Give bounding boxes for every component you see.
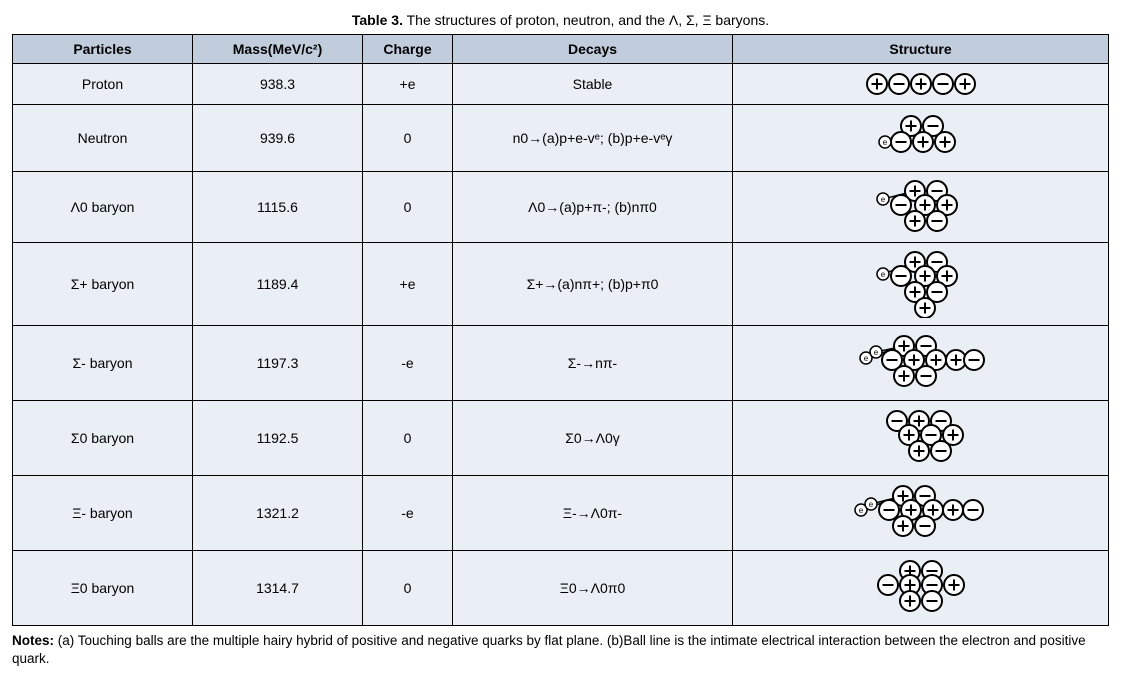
svg-text:e: e [868, 500, 873, 509]
table-row: Λ0 baryon1115.60Λ0→(a)p+π-; (b)nπ0 e [13, 172, 1109, 243]
table-cell: 1192.5 [193, 401, 363, 476]
notes-text: (a) Touching balls are the multiple hair… [12, 633, 1086, 666]
table-notes: Notes: (a) Touching balls are the multip… [12, 632, 1109, 668]
table-cell: 0 [363, 172, 453, 243]
table-cell: Σ-→nπ- [453, 326, 733, 401]
table-cell: Stable [453, 64, 733, 105]
table-cell: Ξ0→Λ0π0 [453, 551, 733, 626]
table-row: Ξ- baryon1321.2-eΞ-→Λ0π-ee [13, 476, 1109, 551]
table-caption: Table 3. The structures of proton, neutr… [12, 12, 1109, 28]
structure-cell: ee [733, 476, 1109, 551]
table-row: Neutron939.60n0→(a)p+e-vᵉ; (b)p+e-vᵉγ e [13, 105, 1109, 172]
svg-text:e: e [873, 348, 878, 357]
table-cell: -e [363, 326, 453, 401]
table-cell: Λ0 baryon [13, 172, 193, 243]
table-cell: Σ0 baryon [13, 401, 193, 476]
table-header-row: ParticlesMass(MeV/c²)ChargeDecaysStructu… [13, 35, 1109, 64]
structure-cell: e [733, 105, 1109, 172]
table-body: Proton938.3+eStableNeutron939.60n0→(a)p+… [13, 64, 1109, 626]
table-cell: Σ+ baryon [13, 243, 193, 326]
structure-cell: e [733, 172, 1109, 243]
table-cell: 1115.6 [193, 172, 363, 243]
table-cell: Σ+→(a)nπ+; (b)p+π0 [453, 243, 733, 326]
table-cell: 1189.4 [193, 243, 363, 326]
svg-text:e: e [858, 506, 863, 515]
table-cell: Σ0→Λ0γ [453, 401, 733, 476]
baryon-structure-table: ParticlesMass(MeV/c²)ChargeDecaysStructu… [12, 34, 1109, 626]
table-cell: Ξ- baryon [13, 476, 193, 551]
table-cell: Neutron [13, 105, 193, 172]
svg-text:e: e [882, 138, 887, 147]
column-header: Charge [363, 35, 453, 64]
table-cell: Proton [13, 64, 193, 105]
svg-text:e: e [880, 270, 885, 279]
table-row: Σ- baryon1197.3-eΣ-→nπ-ee [13, 326, 1109, 401]
table-row: Σ0 baryon1192.50Σ0→Λ0γ [13, 401, 1109, 476]
table-cell: Ξ0 baryon [13, 551, 193, 626]
notes-prefix: Notes: [12, 633, 54, 648]
column-header: Mass(MeV/c²) [193, 35, 363, 64]
table-cell: 0 [363, 105, 453, 172]
table-cell: +e [363, 243, 453, 326]
table-cell: Ξ-→Λ0π- [453, 476, 733, 551]
table-row: Proton938.3+eStable [13, 64, 1109, 105]
svg-text:e: e [880, 195, 885, 204]
column-header: Structure [733, 35, 1109, 64]
table-cell: 0 [363, 401, 453, 476]
column-header: Particles [13, 35, 193, 64]
table-cell: 938.3 [193, 64, 363, 105]
table-row: Ξ0 baryon1314.70Ξ0→Λ0π0 [13, 551, 1109, 626]
structure-cell [733, 401, 1109, 476]
table-cell: +e [363, 64, 453, 105]
svg-text:e: e [863, 354, 868, 363]
column-header: Decays [453, 35, 733, 64]
structure-cell [733, 551, 1109, 626]
structure-cell [733, 64, 1109, 105]
table-cell: Σ- baryon [13, 326, 193, 401]
table-cell: 1314.7 [193, 551, 363, 626]
caption-prefix: Table 3. [352, 12, 403, 28]
table-cell: n0→(a)p+e-vᵉ; (b)p+e-vᵉγ [453, 105, 733, 172]
table-cell: -e [363, 476, 453, 551]
table-cell: 1321.2 [193, 476, 363, 551]
structure-cell: e [733, 243, 1109, 326]
structure-cell: ee [733, 326, 1109, 401]
table-cell: 1197.3 [193, 326, 363, 401]
caption-text: The structures of proton, neutron, and t… [403, 12, 769, 28]
table-row: Σ+ baryon1189.4+eΣ+→(a)nπ+; (b)p+π0 e [13, 243, 1109, 326]
table-cell: 0 [363, 551, 453, 626]
table-cell: Λ0→(a)p+π-; (b)nπ0 [453, 172, 733, 243]
table-cell: 939.6 [193, 105, 363, 172]
